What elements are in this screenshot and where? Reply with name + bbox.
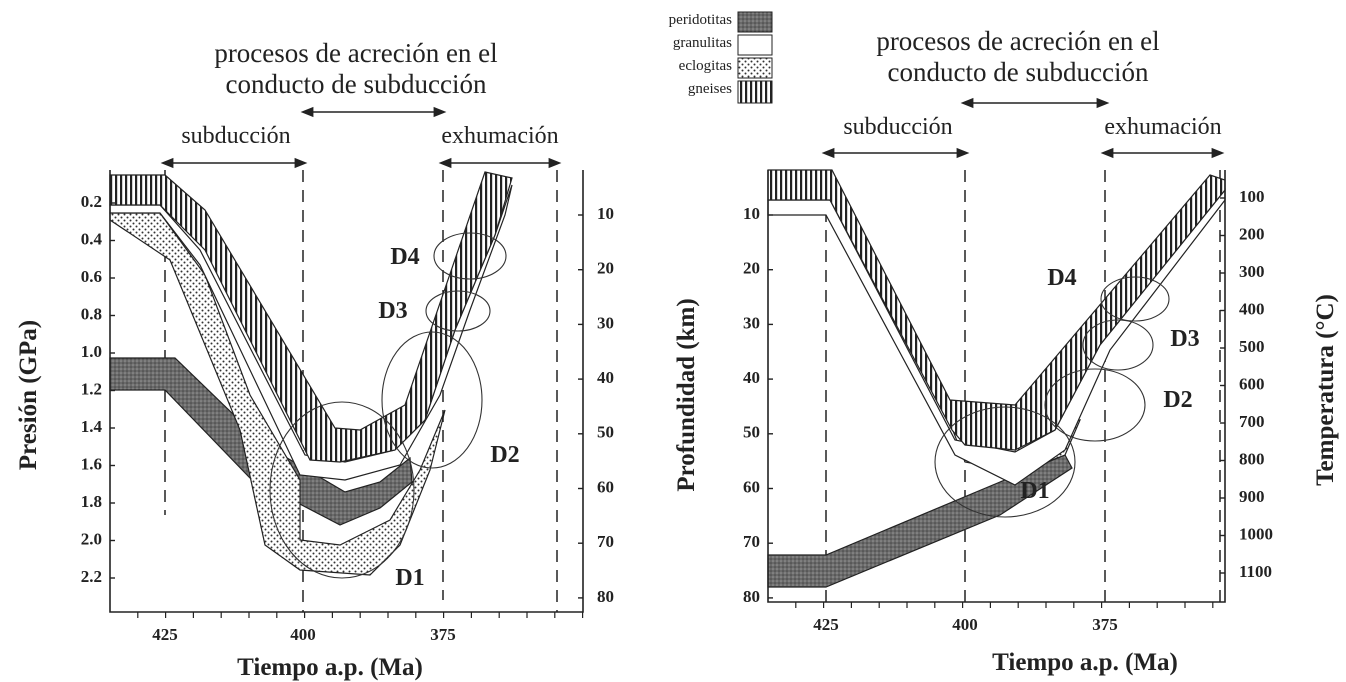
y-tick-label: 60 <box>743 477 760 496</box>
stage-label: D2 <box>1163 387 1192 413</box>
x-tick-label: 425 <box>813 615 839 634</box>
phase-label: exhumación <box>441 123 558 149</box>
header: procesos de acreción en el <box>214 38 497 68</box>
y-tick-label: 50 <box>743 423 760 442</box>
y2-tick-label: 400 <box>1239 299 1265 318</box>
y2-tick-label: 40 <box>597 368 614 387</box>
header: conducto de subducción <box>888 57 1149 87</box>
header: conducto de subducción <box>226 69 487 99</box>
stage-circle <box>433 232 507 280</box>
eclogite-band <box>109 212 446 576</box>
stage-circle <box>934 406 1076 518</box>
panel: procesos de acreción en el conducto de s… <box>15 38 614 681</box>
stage-circle <box>1082 319 1154 371</box>
y-tick-label: 2.2 <box>81 567 102 586</box>
stage-circle <box>1100 276 1170 322</box>
stage-label: D3 <box>378 298 407 324</box>
stage-label: D3 <box>1170 326 1199 352</box>
y-axis-label: Presión (GPa) <box>15 320 42 470</box>
y-tick-label: 1.2 <box>81 379 102 398</box>
y2-tick-label: 60 <box>597 477 614 496</box>
legend-swatch <box>737 80 773 104</box>
y2-tick-label: 1100 <box>1239 562 1272 581</box>
y2-tick-label: 30 <box>597 313 614 332</box>
y2-tick-label: 20 <box>597 259 614 278</box>
y-tick-label: 0.2 <box>81 192 102 211</box>
y-tick-label: 2.0 <box>81 529 102 548</box>
panel: procesos de acreción en el conducto de s… <box>673 26 1339 676</box>
stage-label: D1 <box>1020 478 1049 504</box>
y2-tick-label: 800 <box>1239 449 1265 468</box>
gneiss-band <box>109 171 513 463</box>
stage-circle <box>425 290 491 332</box>
stage-circle <box>269 401 415 579</box>
legend-swatch <box>737 34 773 56</box>
y2-tick-label: 300 <box>1239 262 1265 281</box>
y-tick-label: 0.6 <box>81 267 102 286</box>
y-tick-label: 80 <box>743 587 760 606</box>
x-tick-label: 400 <box>290 625 316 644</box>
phase-label: exhumación <box>1104 114 1221 140</box>
y-tick-label: 1.0 <box>81 342 102 361</box>
phase-label: subducción <box>181 123 290 149</box>
x-axis-label: Tiempo a.p. (Ma) <box>992 649 1178 676</box>
y-tick-label: 70 <box>743 532 760 551</box>
y-tick-label: 1.6 <box>81 454 102 473</box>
y-tick-label: 1.8 <box>81 492 102 511</box>
stage-circle <box>1044 368 1146 442</box>
y-tick-label: 10 <box>743 204 760 223</box>
y2-tick-label: 1000 <box>1239 524 1273 543</box>
y-tick-label: 0.4 <box>81 229 103 248</box>
y-tick-label: 40 <box>743 368 760 387</box>
y-tick-label: 1.4 <box>81 417 103 436</box>
legend: peridotitas granulitas eclogitas gneises <box>669 11 773 104</box>
y2-tick-label: 70 <box>597 532 614 551</box>
y2-tick-label: 50 <box>597 423 614 442</box>
y-tick-label: 30 <box>743 313 760 332</box>
y2-tick-label: 80 <box>597 587 614 606</box>
legend-label: granulitas <box>673 35 732 51</box>
y2-tick-label: 600 <box>1239 374 1265 393</box>
legend-label: gneises <box>688 81 732 97</box>
stage-label: D1 <box>395 565 424 591</box>
x-tick-label: 425 <box>152 625 178 644</box>
y-tick-label: 0.8 <box>81 304 102 323</box>
y2-tick-label: 10 <box>597 204 614 223</box>
stage-label: D2 <box>490 442 519 468</box>
peridotite-band <box>767 454 1073 588</box>
stage-label: D4 <box>1047 265 1076 291</box>
legend-label: eclogitas <box>679 58 732 74</box>
phase-label: subducción <box>843 114 952 140</box>
stage-label: D4 <box>390 244 419 270</box>
y-axis-label: Profundidad (km) <box>673 298 700 491</box>
legend-swatch <box>737 57 773 79</box>
legend-swatch <box>737 11 773 33</box>
y-tick-label: 20 <box>743 259 760 278</box>
x-tick-label: 400 <box>952 615 978 634</box>
y2-tick-label: 200 <box>1239 224 1265 243</box>
x-axis-label: Tiempo a.p. (Ma) <box>237 654 423 681</box>
y2-tick-label: 700 <box>1239 412 1265 431</box>
x-tick-label: 375 <box>430 625 456 644</box>
header: procesos de acreción en el <box>876 26 1159 56</box>
y2-tick-label: 500 <box>1239 337 1265 356</box>
y2-tick-label: 100 <box>1239 187 1265 206</box>
gneiss-band <box>767 169 1226 451</box>
x-tick-label: 375 <box>1092 615 1118 634</box>
y2-axis-label: Temperatura (°C) <box>1312 294 1339 486</box>
y2-tick-label: 900 <box>1239 487 1265 506</box>
stage-circle <box>381 331 483 469</box>
legend-label: peridotitas <box>669 12 732 28</box>
